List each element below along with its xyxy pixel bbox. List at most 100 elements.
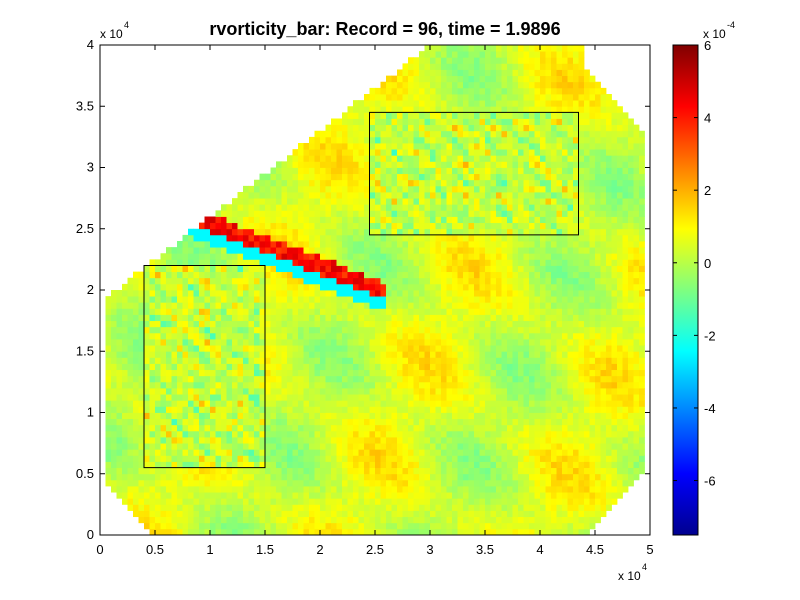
- vorticity-cell: [457, 449, 464, 456]
- vorticity-cell: [397, 418, 403, 426]
- vorticity-cell: [386, 247, 392, 254]
- vorticity-cell: [347, 369, 354, 377]
- vorticity-cell: [474, 167, 480, 175]
- vorticity-cell: [452, 106, 458, 113]
- vorticity-cell: [155, 455, 161, 462]
- vorticity-cell: [248, 461, 255, 469]
- vorticity-cell: [210, 455, 216, 462]
- vorticity-cell: [259, 271, 266, 279]
- vorticity-cell: [424, 149, 431, 156]
- vorticity-cell: [221, 400, 227, 407]
- vorticity-cell: [468, 228, 475, 236]
- vorticity-cell: [507, 498, 513, 505]
- vorticity-cell: [430, 332, 436, 340]
- vorticity-cell: [501, 504, 508, 511]
- vorticity-cell: [204, 247, 211, 254]
- vorticity-cell: [149, 473, 156, 481]
- vorticity-cell: [237, 326, 244, 334]
- vorticity-cell: [452, 265, 458, 273]
- vorticity-cell: [259, 222, 266, 230]
- vorticity-cell: [226, 283, 233, 291]
- vorticity-cell: [375, 94, 381, 101]
- vorticity-cell: [127, 296, 134, 303]
- vorticity-cell: [397, 271, 403, 279]
- vorticity-cell: [501, 130, 508, 138]
- vorticity-cell: [232, 357, 238, 364]
- vorticity-cell: [177, 345, 183, 352]
- vorticity-cell: [314, 522, 321, 530]
- vorticity-cell: [518, 155, 524, 162]
- vorticity-cell: [122, 388, 128, 395]
- vorticity-cell: [501, 302, 508, 309]
- vorticity-cell: [397, 112, 403, 119]
- vorticity-cell: [430, 106, 436, 113]
- vorticity-cell: [369, 247, 376, 254]
- vorticity-cell: [331, 412, 337, 420]
- vorticity-cell: [424, 155, 431, 162]
- vorticity-cell: [463, 449, 469, 456]
- vorticity-cell: [435, 510, 442, 518]
- vorticity-cell: [160, 332, 167, 340]
- vorticity-cell: [485, 455, 491, 462]
- vorticity-cell: [116, 296, 123, 303]
- vorticity-cell: [501, 228, 508, 236]
- vorticity-cell: [199, 332, 205, 340]
- vorticity-cell: [452, 400, 458, 407]
- vorticity-cell: [468, 179, 475, 187]
- vorticity-cell: [463, 179, 469, 187]
- vorticity-cell: [309, 449, 315, 456]
- vorticity-cell: [166, 259, 172, 266]
- vorticity-cell: [342, 479, 348, 487]
- vorticity-cell: [336, 302, 343, 309]
- vorticity-cell: [391, 87, 398, 95]
- vorticity-cell: [281, 241, 288, 248]
- vorticity-cell: [325, 326, 332, 334]
- vorticity-cell: [215, 430, 222, 438]
- vorticity-cell: [534, 479, 541, 487]
- vorticity-cell: [424, 45, 431, 52]
- vorticity-cell: [501, 94, 508, 101]
- vorticity-cell: [507, 265, 513, 273]
- vorticity-cell: [485, 271, 491, 279]
- vorticity-cell: [501, 522, 508, 530]
- vorticity-cell: [320, 277, 326, 285]
- vorticity-cell: [523, 136, 530, 144]
- vorticity-cell: [452, 167, 458, 175]
- vorticity-cell: [298, 492, 304, 499]
- vorticity-cell: [193, 400, 200, 407]
- vorticity-cell: [386, 357, 392, 364]
- vorticity-cell: [529, 118, 535, 126]
- vorticity-cell: [518, 345, 524, 352]
- vorticity-cell: [265, 473, 271, 481]
- vorticity-cell: [424, 296, 431, 303]
- vorticity-cell: [204, 296, 211, 303]
- vorticity-cell: [347, 412, 354, 420]
- vorticity-cell: [529, 394, 535, 401]
- vorticity-cell: [221, 216, 227, 224]
- vorticity-cell: [320, 479, 326, 487]
- vorticity-cell: [248, 228, 255, 236]
- vorticity-cell: [430, 498, 436, 505]
- vorticity-cell: [386, 375, 392, 383]
- vorticity-cell: [419, 516, 425, 524]
- vorticity-cell: [435, 149, 442, 156]
- vorticity-cell: [221, 430, 227, 438]
- vorticity-cell: [259, 381, 266, 389]
- vorticity-cell: [369, 185, 376, 193]
- vorticity-cell: [529, 296, 535, 303]
- vorticity-cell: [144, 522, 150, 530]
- vorticity-cell: [325, 320, 332, 328]
- vorticity-cell: [391, 271, 398, 279]
- vorticity-cell: [116, 369, 123, 377]
- vorticity-cell: [320, 381, 326, 389]
- vorticity-cell: [182, 510, 189, 518]
- vorticity-cell: [331, 247, 337, 254]
- vorticity-cell: [485, 253, 491, 260]
- vorticity-cell: [358, 161, 365, 168]
- vorticity-cell: [534, 528, 541, 536]
- vorticity-cell: [364, 277, 370, 285]
- vorticity-cell: [232, 265, 238, 273]
- vorticity-cell: [199, 498, 205, 505]
- vorticity-cell: [452, 492, 458, 499]
- vorticity-cell: [512, 271, 519, 279]
